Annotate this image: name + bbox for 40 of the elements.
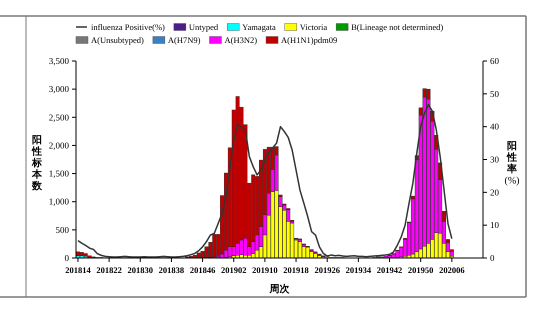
y-axis-title: 阳性标本数 xyxy=(31,135,43,192)
x-axis-title: 周次 xyxy=(268,283,290,295)
y2-tick-label: 10 xyxy=(490,220,500,230)
y2-tick-label: 40 xyxy=(490,122,500,132)
y2-axis-title: 阳性率 (%) xyxy=(504,140,520,186)
x-tick-label: 201814 xyxy=(65,265,92,275)
x-tick-label: 201822 xyxy=(96,265,122,275)
y2-tick-label: 60 xyxy=(490,56,500,66)
y-tick-label: 0 xyxy=(64,253,70,263)
x-tick-label: 201918 xyxy=(283,265,309,275)
x-tick-label: 202006 xyxy=(439,265,465,275)
y-tick-label: 500 xyxy=(56,224,70,235)
legend-label: A(H3N2) xyxy=(224,35,258,45)
legend-label: B(Lineage not determined) xyxy=(351,22,444,32)
y-tick-label: 1,000 xyxy=(48,196,70,207)
x-tick-label: 201830 xyxy=(128,265,154,275)
x-tick-label: 201926 xyxy=(314,265,340,275)
y-tick-label: 1,500 xyxy=(48,168,70,179)
legend-label: A(H1N1)pdm09 xyxy=(281,35,338,45)
y-tick-label: 2,000 xyxy=(48,140,70,150)
legend-label: Yamagata xyxy=(242,22,276,32)
legend-label: A(Unsubtyped) xyxy=(91,35,144,45)
y2-tick-label: 30 xyxy=(490,154,500,164)
y2-tick-label: 20 xyxy=(490,187,500,198)
x-tick-label: 201910 xyxy=(252,265,278,275)
legend-label: Victoria xyxy=(300,22,328,32)
x-tick-label: 201942 xyxy=(376,265,402,275)
legend-label: Untyped xyxy=(188,22,219,32)
y-tick-label: 2,500 xyxy=(48,112,70,122)
y2-tick-label: 50 xyxy=(490,88,500,99)
x-tick-label: 201950 xyxy=(408,265,434,275)
x-tick-label: 201902 xyxy=(220,265,246,275)
x-tick-label: 201846 xyxy=(190,265,216,275)
x-tick-label: 201838 xyxy=(158,265,184,275)
legend-label: influenza Positive(%) xyxy=(91,22,166,32)
y-tick-label: 3,000 xyxy=(48,84,70,94)
x-tick-label: 201934 xyxy=(346,265,372,275)
legend-label: A(H7N9) xyxy=(168,35,201,45)
y2-tick-label: 0 xyxy=(490,253,495,263)
y-tick-label: 3,500 xyxy=(48,56,70,66)
